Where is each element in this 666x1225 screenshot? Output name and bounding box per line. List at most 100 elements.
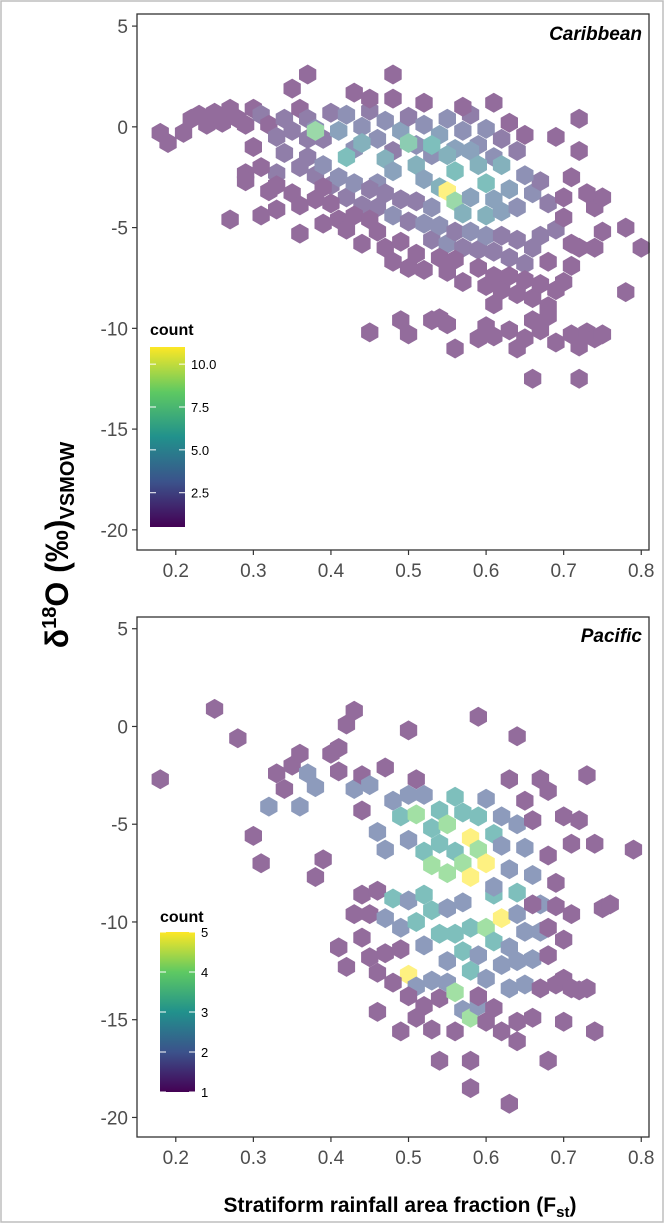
hexbin-layer-pacific (151, 698, 643, 1114)
hexbin-pacific-133 (508, 1011, 526, 1032)
hexbin-caribbean-130 (353, 233, 371, 254)
hexbin-caribbean-22 (322, 102, 340, 123)
hexbin-caribbean-110 (516, 253, 534, 274)
hexbin-pacific-70 (562, 833, 581, 854)
hexbin-pacific-80 (353, 884, 371, 905)
colorbar-label-pacific-2: 3 (201, 1005, 208, 1020)
x-tick-label-pacific-1: 0.3 (240, 1148, 266, 1169)
hexbin-caribbean-206 (361, 88, 379, 109)
hexbin-pacific-18 (337, 714, 356, 735)
x-tick-label-caribbean-1: 0.3 (240, 561, 266, 582)
hexbin-caribbean-50 (353, 133, 371, 153)
hexbin-caribbean-139 (446, 249, 464, 270)
hexbin-caribbean-99 (430, 215, 449, 236)
hexbin-pacific-6 (268, 763, 286, 784)
hexbin-caribbean-207 (415, 92, 433, 113)
hexbin-pacific-137 (368, 962, 387, 983)
hexbin-pacific-130 (477, 1011, 495, 1032)
hexbin-pacific-47 (469, 839, 487, 860)
hexbin-caribbean-158 (547, 332, 565, 353)
hexbin-caribbean-124 (291, 195, 309, 216)
panel-frame-caribbean (136, 13, 650, 551)
hexbin-pacific-153 (423, 1019, 441, 1040)
hexbin-pacific-87 (407, 912, 425, 932)
hexbin-pacific-88 (415, 884, 433, 905)
hexbin-caribbean-73 (508, 197, 526, 218)
hexbin-caribbean-166 (555, 272, 573, 292)
hexbin-pacific-40 (438, 814, 456, 835)
hexbin-pacific-94 (446, 923, 464, 944)
hexbin-caribbean-115 (555, 207, 573, 228)
hexbin-caribbean-140 (454, 272, 472, 292)
hexbin-caribbean-61 (384, 161, 402, 182)
hexbin-caribbean-26 (353, 116, 371, 137)
hexbin-caribbean-173 (617, 282, 635, 303)
x-tick-label-caribbean-6: 0.8 (628, 561, 654, 582)
hexbin-caribbean-172 (632, 237, 650, 258)
hexbin-pacific-22 (353, 800, 371, 821)
hexbin-pacific-43 (454, 802, 472, 823)
hexbin-caribbean-78 (275, 143, 294, 163)
hexbin-caribbean-156 (531, 320, 550, 341)
hexbin-caribbean-89 (361, 179, 379, 200)
x-tick-label-pacific-6: 0.8 (628, 1148, 654, 1169)
hexbin-pacific-138 (376, 943, 394, 964)
hexbin-caribbean-7 (213, 112, 231, 133)
hexbin-pacific-4 (252, 853, 270, 874)
hexbin-pacific-57 (508, 814, 526, 835)
hexbin-caribbean-29 (376, 110, 394, 131)
hexbin-caribbean-86 (337, 187, 356, 208)
hexbin-caribbean-68 (454, 203, 472, 224)
hexbin-caribbean-144 (492, 280, 511, 301)
hexbin-caribbean-185 (291, 223, 309, 244)
hexbin-pacific-3 (244, 825, 262, 846)
legend-title-caribbean: count (150, 322, 194, 339)
hexbin-caribbean-44 (492, 128, 511, 149)
hexbin-caribbean-14 (268, 126, 286, 147)
hexbin-pacific-78 (469, 706, 487, 727)
hexbin-pacific-89 (415, 935, 433, 956)
y-tick-label-caribbean-4: -15 (101, 420, 128, 441)
y-axis-title-superscript: 18 (39, 607, 61, 629)
hexbin-pacific-159 (539, 917, 557, 938)
hexbin-caribbean-28 (368, 128, 387, 149)
colorbar-caribbean (150, 347, 185, 527)
hexbin-caribbean-95 (407, 191, 425, 212)
hexbin-caribbean-112 (531, 225, 550, 246)
hexbin-pacific-27 (384, 790, 402, 811)
hexbin-pacific-19 (345, 700, 363, 721)
hexbin-caribbean-113 (539, 251, 557, 272)
hexbin-pacific-2 (229, 728, 247, 749)
hexbin-caribbean-170 (593, 221, 612, 242)
hexbin-pacific-59 (516, 837, 534, 858)
hexbin-caribbean-145 (500, 266, 518, 286)
hexbin-caribbean-69 (477, 205, 495, 226)
hexbin-caribbean-67 (461, 187, 480, 208)
hexbin-pacific-44 (454, 853, 472, 874)
hexbin-caribbean-205 (299, 64, 317, 85)
hexbin-pacific-0 (151, 769, 169, 790)
hexbin-pacific-73 (586, 833, 604, 854)
hexbin-caribbean-136 (415, 259, 433, 280)
hexbin-caribbean-143 (485, 266, 503, 286)
hexbin-pacific-38 (430, 833, 449, 854)
x-tick-label-pacific-2: 0.4 (318, 1148, 345, 1169)
hexbin-pacific-37 (430, 800, 449, 821)
hexbin-caribbean-186 (314, 177, 332, 198)
hexbin-pacific-53 (492, 835, 511, 856)
hexbin-pacific-48 (469, 806, 487, 827)
hexbin-caribbean-161 (570, 336, 588, 357)
y-tick-label-caribbean-5: -20 (101, 521, 128, 542)
hexbin-caribbean-94 (399, 211, 418, 232)
hexbin-pacific-75 (601, 894, 619, 915)
hexbin-pacific-156 (485, 876, 503, 897)
hexbin-caribbean-184 (268, 199, 286, 220)
hexbin-layer-caribbean (151, 64, 650, 389)
y-tick-label-caribbean-0: 5 (117, 17, 128, 38)
colorbar-label-caribbean-0: 10.0 (191, 357, 216, 372)
hexbin-pacific-28 (392, 806, 410, 827)
x-axis-title-subscript: st (556, 1204, 569, 1221)
hexbin-caribbean-47 (516, 124, 534, 145)
hexbin-caribbean-168 (570, 237, 588, 258)
